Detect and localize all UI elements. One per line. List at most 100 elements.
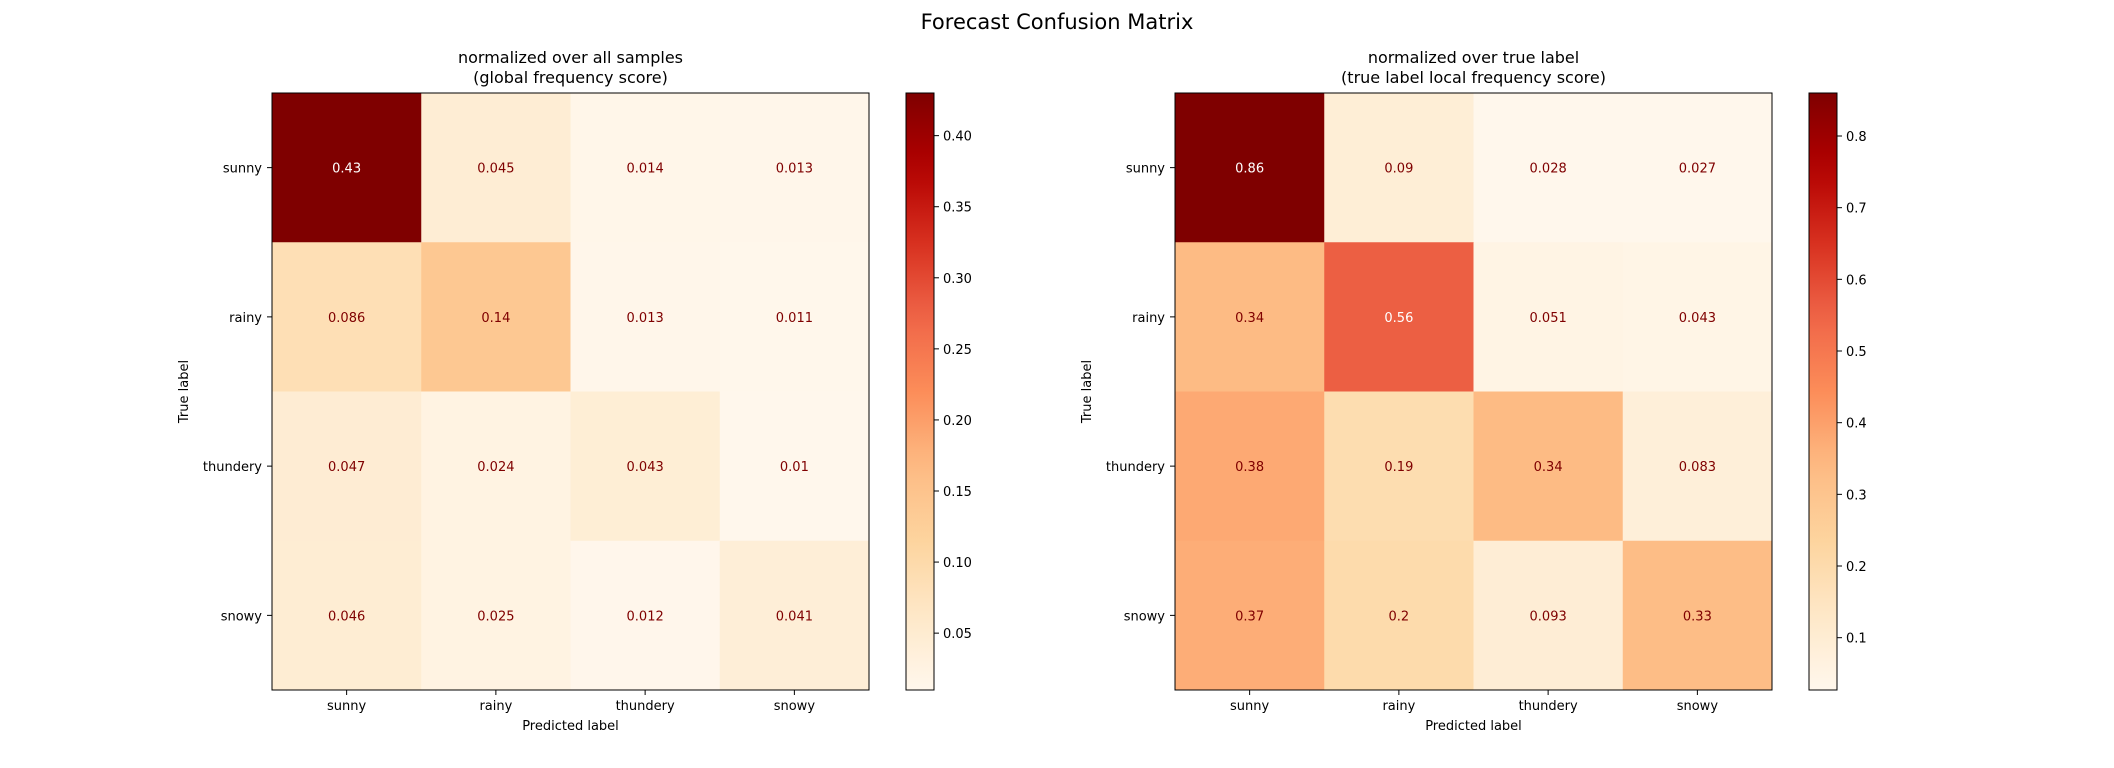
cell-value-label: 0.014 [627,162,664,177]
colorbar-tick-label: 0.2 [1846,560,1867,575]
heatmap-cell [1175,391,1325,542]
heatmap-cell [719,93,870,243]
y-tick-label: rainy [229,311,262,326]
cell-value-label: 0.37 [1235,609,1264,624]
colorbar-tick-label: 0.8 [1846,130,1867,145]
cell-value-label: 0.01 [780,460,809,475]
cell-value-label: 0.86 [1235,162,1264,177]
cell-value-label: 0.027 [1679,162,1716,177]
cell-value-label: 0.043 [1679,311,1716,326]
heatmap-cell [272,242,422,392]
colorbar-tick-label: 0.05 [943,627,972,642]
colorbar-tick-label: 0.6 [1846,273,1867,288]
panel-title-line: normalized over true label [1368,48,1579,67]
cell-value-label: 0.013 [776,162,813,177]
colorbar-tick-label: 0.20 [943,414,972,429]
heatmap-cell [1622,391,1773,542]
heatmap-cell [1324,391,1474,542]
heatmap-cell [1473,242,1624,392]
heatmap-cell [1175,242,1325,392]
heatmap-cell [719,391,870,542]
panel-true-label-frequency: normalized over true label(true label lo… [1080,48,1867,734]
heatmap-cell [570,540,721,691]
heatmap-cell [1473,391,1624,542]
cell-value-label: 0.024 [477,460,514,475]
x-tick-label: sunny [327,699,366,714]
heatmap-cell [1324,93,1474,243]
cell-value-label: 0.093 [1530,609,1567,624]
heatmap-frame [1174,92,1773,691]
figure-title: Forecast Confusion Matrix [921,10,1194,34]
heatmap-cell [1175,93,1325,243]
heatmap-frame [271,92,870,691]
y-tick-label: snowy [221,609,263,624]
cell-value-label: 0.047 [328,460,365,475]
heatmap-cell [1473,540,1624,691]
x-tick-label: sunny [1230,699,1269,714]
heatmap-cell [1473,93,1624,243]
x-tick-label: thundery [1519,699,1578,714]
heatmap-cell [272,391,422,542]
cell-value-label: 0.046 [328,609,365,624]
cell-value-label: 0.33 [1683,609,1712,624]
cell-value-label: 0.56 [1384,311,1413,326]
heatmap-cell [421,93,571,243]
y-tick-label: sunny [223,162,262,177]
colorbar-tick-label: 0.1 [1846,632,1867,647]
x-tick-label: rainy [1382,699,1415,714]
y-tick-label: thundery [1106,460,1165,475]
heatmap-cell [1622,93,1773,243]
panel-title-line: normalized over all samples [458,48,683,67]
cell-value-label: 0.028 [1530,162,1567,177]
x-tick-label: thundery [616,699,675,714]
cell-value-label: 0.2 [1389,609,1410,624]
cell-value-label: 0.34 [1235,311,1264,326]
y-tick-label: sunny [1126,162,1165,177]
x-axis-label: Predicted label [1425,719,1522,734]
cell-value-label: 0.012 [627,609,664,624]
colorbar-tick-label: 0.5 [1846,345,1867,360]
x-axis-label: Predicted label [522,719,619,734]
x-tick-label: rainy [479,699,512,714]
y-tick-label: rainy [1132,311,1165,326]
cell-value-label: 0.045 [477,162,514,177]
cell-value-label: 0.043 [627,460,664,475]
colorbar-tick-label: 0.25 [943,343,972,358]
heatmap-cell [1622,540,1773,691]
cell-value-label: 0.43 [332,162,361,177]
colorbar [905,92,935,691]
colorbar-tick-label: 0.4 [1846,417,1867,432]
cell-value-label: 0.011 [776,311,813,326]
heatmap-cell [719,242,870,392]
colorbar-tick-label: 0.15 [943,485,972,500]
y-tick-label: snowy [1124,609,1166,624]
heatmap-cell [570,93,721,243]
colorbar-tick-label: 0.10 [943,556,972,571]
panel-title-line: (true label local frequency score) [1341,68,1606,87]
heatmap-cell [719,540,870,691]
panel-global-frequency: normalized over all samples(global frequ… [177,48,972,734]
cell-value-label: 0.051 [1530,311,1567,326]
y-axis-label: True label [1080,360,1095,424]
colorbar-tick-label: 0.7 [1846,202,1867,217]
cell-value-label: 0.14 [481,311,510,326]
heatmap-cell [421,540,571,691]
panel-title-line: (global frequency score) [473,68,668,87]
cell-value-label: 0.086 [328,311,365,326]
heatmap-cell [570,242,721,392]
heatmap-cell [570,391,721,542]
cell-value-label: 0.38 [1235,460,1264,475]
heatmap-cell [421,242,571,392]
colorbar-tick-label: 0.30 [943,272,972,287]
colorbar-tick-label: 0.3 [1846,488,1867,503]
x-tick-label: snowy [1677,699,1719,714]
heatmap-cell [272,540,422,691]
heatmap-cell [1175,540,1325,691]
y-tick-label: thundery [203,460,262,475]
heatmap-cell [1324,242,1474,392]
heatmap-cell [421,391,571,542]
y-axis-label: True label [177,360,192,424]
cell-value-label: 0.09 [1384,162,1413,177]
colorbar [1808,92,1838,691]
